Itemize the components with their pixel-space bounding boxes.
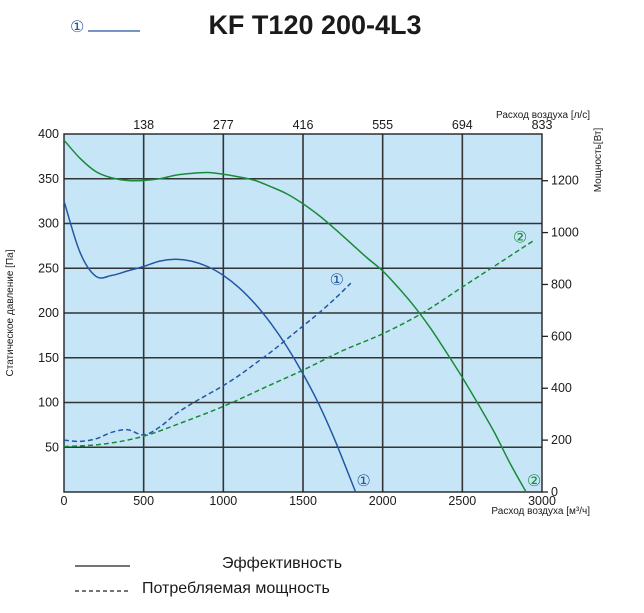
x-tick-label: 500 xyxy=(133,494,154,508)
x2-axis-label: Расход воздуха [л/с] xyxy=(496,110,590,121)
x-tick-label: 1500 xyxy=(289,494,317,508)
y-tick-label: 100 xyxy=(38,396,59,410)
series-pressure-curve xyxy=(63,139,527,493)
legend-power: Потребляемая мощность xyxy=(142,580,330,597)
curves: ① ① ② ② xyxy=(63,139,541,493)
y-tick-label: 400 xyxy=(38,127,59,141)
y2-tick-label: 1000 xyxy=(551,226,579,240)
x-tick-label: 1000 xyxy=(209,494,237,508)
x-tick-label: 2000 xyxy=(369,494,397,508)
x-tick-label: 0 xyxy=(61,494,68,508)
chart-title: KF T120 200-4L3 xyxy=(208,10,421,40)
y-tick-label: 300 xyxy=(38,217,59,231)
legend-efficiency: Эффективность xyxy=(222,555,342,572)
x2-tick-label: 138 xyxy=(133,118,154,132)
series-power-curve xyxy=(63,239,535,448)
y-tick-label: 250 xyxy=(38,261,59,275)
y-tick-label: 200 xyxy=(38,306,59,320)
x2-tick-label: 555 xyxy=(372,118,393,132)
x2-tick-label: 694 xyxy=(452,118,473,132)
y-axis-label: Статическое давление [Па] xyxy=(5,249,16,376)
series-power-curve xyxy=(63,282,352,443)
series-pressure-curve xyxy=(63,200,357,493)
x-tick-label: 3000 xyxy=(528,494,556,508)
series-marker: ① xyxy=(356,471,370,490)
y-tick-label: 150 xyxy=(38,351,59,365)
x-axis-label: Расход воздуха [м³/ч] xyxy=(491,506,590,517)
y2-tick-label: 1200 xyxy=(551,174,579,188)
y2-tick-label: 800 xyxy=(551,277,572,291)
y2-axis-label: Мощность[Вт] xyxy=(593,127,604,192)
y-tick-label: 50 xyxy=(45,440,59,454)
series-marker: ② xyxy=(527,471,541,490)
x2-tick-label: 416 xyxy=(293,118,314,132)
plot-frame xyxy=(63,133,543,493)
y2-tick-label: 200 xyxy=(551,433,572,447)
y2-tick-label: 0 xyxy=(551,485,558,499)
x-tick-label: 2500 xyxy=(448,494,476,508)
y2-tick-label: 400 xyxy=(551,381,572,395)
series-marker: ① xyxy=(330,270,344,289)
x2-tick-label: 277 xyxy=(213,118,234,132)
header-key-marker: ① xyxy=(70,17,84,36)
y2-tick-label: 600 xyxy=(551,329,572,343)
y-tick-label: 350 xyxy=(38,172,59,186)
x2-tick-label: 833 xyxy=(532,118,553,132)
series-marker: ② xyxy=(513,227,527,246)
grid-lines xyxy=(64,134,542,492)
